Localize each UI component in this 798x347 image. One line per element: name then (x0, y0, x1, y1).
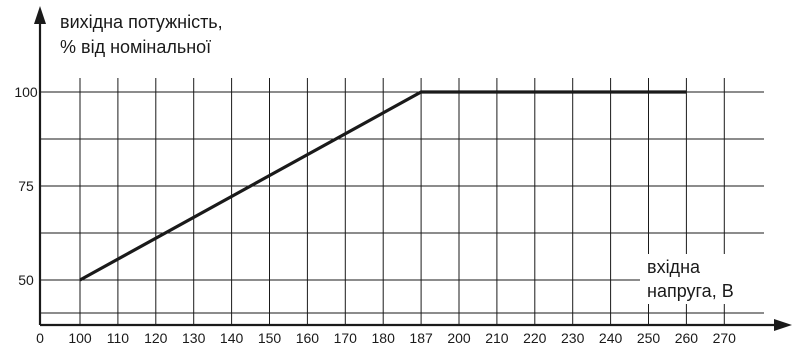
axes (34, 6, 792, 331)
y-axis-title-background (56, 8, 286, 62)
x-tick-label: 210 (485, 330, 509, 346)
x-tick-label: 160 (296, 330, 320, 346)
x-tick-label: 240 (599, 330, 623, 346)
y-axis-title-line-1: вихідна потужність, (60, 12, 223, 32)
ticks: 0 100 110 120 130 140 150 160 170 180 187 200 210 220… (14, 84, 736, 346)
x-tick-label: 187 (409, 330, 433, 346)
y-tick-label: 50 (18, 272, 34, 288)
x-tick-label: 170 (334, 330, 358, 346)
label-backgrounds (56, 8, 775, 304)
x-tick-label: 150 (258, 330, 282, 346)
x-tick-label: 110 (107, 330, 130, 346)
x-tick-label: 220 (523, 330, 547, 346)
y-axis-arrow (34, 6, 46, 24)
series (79, 90, 687, 282)
x-tick-label: 100 (68, 330, 92, 346)
y-axis-title-line-2: % від номінальної (60, 37, 211, 57)
x-axis-arrow (774, 319, 792, 331)
x-tick-label: 130 (182, 330, 206, 346)
x-tick-label: 0 (36, 330, 44, 346)
x-tick-label: 270 (713, 330, 737, 346)
series-line (79, 90, 687, 282)
x-tick-label: 260 (675, 330, 699, 346)
x-tick-label: 200 (447, 330, 471, 346)
y-tick-label: 75 (18, 178, 34, 194)
x-axis-title-line-2: напруга, В (647, 281, 734, 301)
x-tick-label: 120 (144, 330, 168, 346)
y-tick-label: 100 (14, 84, 38, 100)
x-axis-title-background (640, 254, 775, 304)
x-axis-title-line-1: вхідна (647, 257, 701, 277)
x-tick-label: 230 (561, 330, 585, 346)
x-tick-label: 180 (372, 330, 396, 346)
x-tick-label: 250 (637, 330, 661, 346)
x-tick-label: 140 (220, 330, 244, 346)
